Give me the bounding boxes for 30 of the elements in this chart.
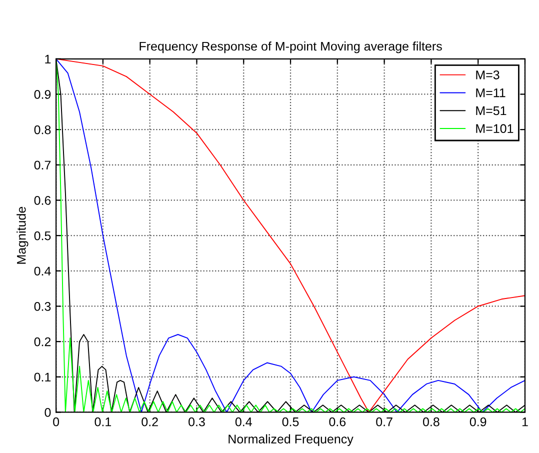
y-tick-label: 0.1: [34, 372, 51, 382]
line-series: [56, 58, 525, 412]
chart-title: Frequency Response of M-point Moving average filters: [140, 42, 442, 54]
x-tick-label: 1: [522, 418, 528, 426]
x-tick-label: 0.4: [235, 417, 252, 426]
y-axis-title: Magnitude: [16, 206, 28, 264]
legend-label: M=3: [476, 70, 500, 80]
x-axis-title: Normalized Frequency: [228, 434, 354, 446]
y-tick-label: 0.8: [34, 125, 51, 134]
y-tick-label: 0.4: [34, 266, 51, 276]
x-tick-label: 0.6: [329, 417, 346, 426]
legend-label: M=51: [476, 106, 506, 116]
y-tick-label: 0.6: [34, 196, 51, 205]
y-tick-label: 0.2: [34, 337, 51, 346]
y-tick-label: 0.9: [34, 90, 51, 99]
x-tick-label: 0.5: [282, 417, 299, 426]
x-tick-label: 0.2: [142, 417, 158, 426]
x-tick-label: 0.8: [423, 417, 440, 426]
legend-label: M=101: [476, 124, 514, 134]
x-tick-label: 0.3: [188, 417, 205, 426]
y-tick-label: 0.5: [34, 231, 51, 240]
x-tick-label: 0.9: [470, 417, 486, 426]
x-tick-label: 0: [53, 417, 60, 426]
x-tick-label: 0.7: [376, 417, 392, 426]
y-tick-label: 1: [45, 54, 51, 64]
legend-label: M=11: [476, 88, 506, 98]
x-tick-label: 0.1: [94, 417, 112, 426]
y-tick-label: 0.7: [34, 160, 51, 170]
y-tick-label: 0: [44, 408, 51, 417]
y-tick-label: 0.3: [34, 302, 51, 311]
